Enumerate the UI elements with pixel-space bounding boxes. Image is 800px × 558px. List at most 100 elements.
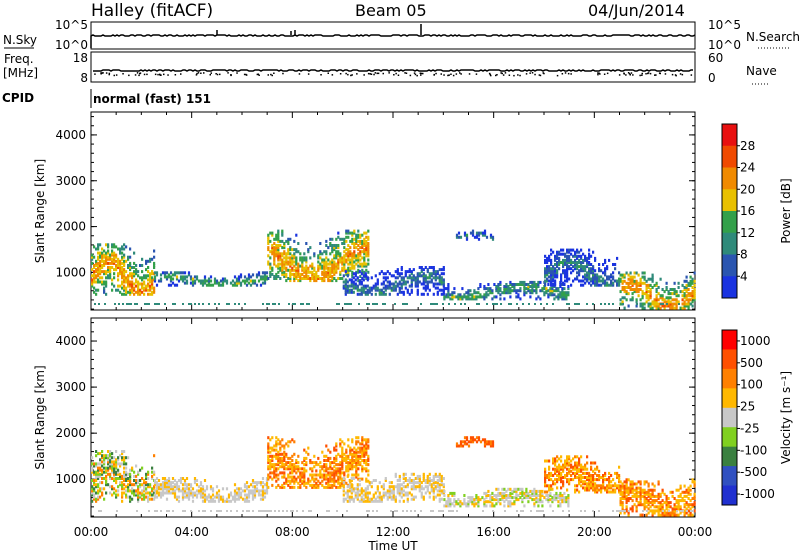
rti-cell — [220, 280, 222, 283]
rti-cell — [397, 293, 399, 296]
ground-scatter-cell — [294, 303, 296, 305]
rti-cell — [429, 477, 431, 480]
ground-scatter-cell — [376, 303, 378, 305]
rti-cell — [357, 440, 359, 443]
rti-cell — [507, 488, 509, 491]
rti-cell — [634, 493, 636, 496]
rti-cell — [622, 300, 624, 303]
rti-cell — [349, 240, 351, 243]
rti-cell — [317, 484, 319, 487]
rti-cell — [546, 474, 548, 477]
rti-cell — [351, 453, 353, 456]
rti-cell — [127, 456, 129, 459]
rti-cell — [143, 281, 145, 284]
nave-dot — [230, 75, 232, 77]
rti-cell — [425, 274, 427, 277]
rti-cell — [519, 287, 521, 290]
nsky-left-tick: 10^5 — [55, 18, 88, 32]
rti-cell — [550, 472, 552, 475]
rti-cell — [624, 307, 626, 310]
ground-scatter-cell — [148, 303, 150, 305]
rti-cell — [570, 253, 572, 256]
rti-cell — [429, 281, 431, 284]
rti-cell — [297, 482, 299, 485]
nave-dot — [94, 73, 96, 75]
ground-scatter-cell — [432, 303, 434, 305]
rti-cell — [503, 492, 505, 495]
rti-cell — [115, 471, 117, 474]
rti-cell — [236, 487, 238, 490]
ground-scatter-cell — [202, 303, 204, 305]
rti-cell — [305, 242, 307, 245]
rti-cell — [519, 492, 521, 495]
rti-cell — [513, 283, 515, 286]
rti-cell — [200, 487, 202, 490]
rti-cell — [123, 254, 125, 257]
rti-cell — [226, 498, 228, 501]
rti-cell — [351, 483, 353, 486]
rti-cell — [572, 478, 574, 481]
rti-cell — [537, 281, 539, 284]
rti-cell — [93, 256, 95, 259]
nave-dot — [404, 72, 406, 74]
rti-cell — [331, 484, 333, 487]
rti-cell — [139, 492, 141, 495]
rti-cell — [369, 498, 371, 501]
ground-scatter-cell — [586, 303, 588, 305]
rti-cell — [401, 283, 403, 286]
rti-cell — [616, 472, 618, 475]
rti-cell — [141, 270, 143, 273]
rti-cell — [107, 243, 109, 246]
rti-cell — [287, 256, 289, 259]
rti-cell — [469, 297, 471, 300]
rti-cell — [632, 276, 634, 279]
rti-cell — [214, 500, 216, 503]
rti-cell — [612, 484, 614, 487]
rti-cell — [341, 242, 343, 245]
rti-cell — [411, 289, 413, 292]
rti-cell — [226, 487, 228, 490]
rti-cell — [590, 255, 592, 258]
rti-cell — [616, 484, 618, 487]
rti-cell — [614, 280, 616, 283]
rti-cell — [511, 490, 513, 493]
rti-cell — [277, 271, 279, 274]
rti-cell — [491, 496, 493, 499]
rti-cell — [455, 500, 457, 503]
rti-cell — [121, 450, 123, 453]
rti-cell — [133, 479, 135, 482]
rti-cell — [95, 260, 97, 263]
rti-cell — [604, 259, 606, 262]
rti-cell — [600, 280, 602, 283]
rti-cell — [109, 266, 111, 269]
rti-cell — [686, 280, 688, 283]
rti-cell — [109, 450, 111, 453]
rti-cell — [321, 265, 323, 268]
rti-cell — [383, 287, 385, 290]
rti-cell — [339, 461, 341, 464]
rti-cell — [228, 500, 230, 503]
rti-cell — [343, 498, 345, 501]
rti-cell — [421, 485, 423, 488]
rti-cell — [357, 467, 359, 470]
rti-cell — [680, 290, 682, 293]
rti-cell — [499, 297, 501, 300]
rti-cell — [411, 473, 413, 476]
rti-cell — [466, 436, 468, 439]
rti-cell — [99, 243, 101, 246]
rti-cell — [630, 497, 632, 500]
rti-cell — [252, 273, 254, 276]
rti-cell — [672, 288, 674, 291]
ground-scatter-cell — [272, 303, 274, 305]
rti-cell — [93, 264, 95, 267]
rti-cell — [218, 489, 220, 492]
rti-cell — [359, 442, 361, 445]
rti-cell — [111, 266, 113, 269]
ground-scatter-cell — [182, 303, 184, 305]
rti-cell — [590, 278, 592, 281]
rti-cell — [301, 277, 303, 280]
nave-dot — [460, 73, 462, 75]
rti-cell — [644, 276, 646, 279]
rti-cell — [391, 489, 393, 492]
rti-cell — [264, 483, 266, 486]
